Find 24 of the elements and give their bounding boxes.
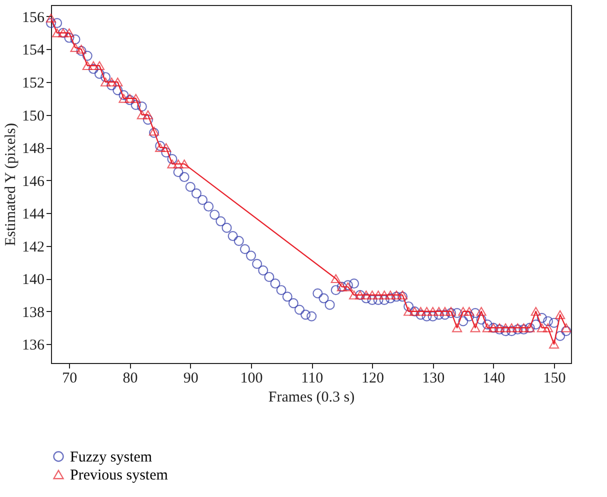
x-tick-label: 80 bbox=[122, 370, 138, 386]
x-tick-label: 70 bbox=[62, 370, 78, 386]
y-tick-label: 140 bbox=[22, 272, 44, 288]
x-tick-label: 150 bbox=[543, 370, 566, 386]
x-tick-label: 110 bbox=[301, 370, 324, 386]
y-tick-label: 136 bbox=[22, 338, 45, 354]
y-tick-label: 148 bbox=[22, 141, 44, 158]
y-tick-label: 142 bbox=[22, 239, 44, 256]
x-axis-title: Frames (0.3 s) bbox=[268, 390, 355, 406]
y-tick-label: 150 bbox=[22, 108, 44, 124]
x-tick-label: 100 bbox=[240, 370, 263, 386]
y-tick-label: 154 bbox=[22, 42, 45, 59]
x-tick-label: 120 bbox=[361, 370, 384, 386]
y-axis-title: Estimated Y (pixels) bbox=[3, 122, 19, 246]
y-tick-label: 144 bbox=[22, 206, 45, 223]
legend-label: Previous system bbox=[70, 468, 168, 484]
x-tick-label: 130 bbox=[422, 370, 445, 386]
x-tick-label: 140 bbox=[482, 370, 506, 386]
y-tick-label: 146 bbox=[22, 174, 45, 190]
y-tick-label: 152 bbox=[22, 76, 44, 92]
y-tick-label: 138 bbox=[22, 304, 44, 321]
x-tick-label: 90 bbox=[183, 370, 198, 386]
legend-label: Fuzzy system bbox=[70, 450, 152, 466]
y-tick-label: 156 bbox=[22, 10, 45, 26]
